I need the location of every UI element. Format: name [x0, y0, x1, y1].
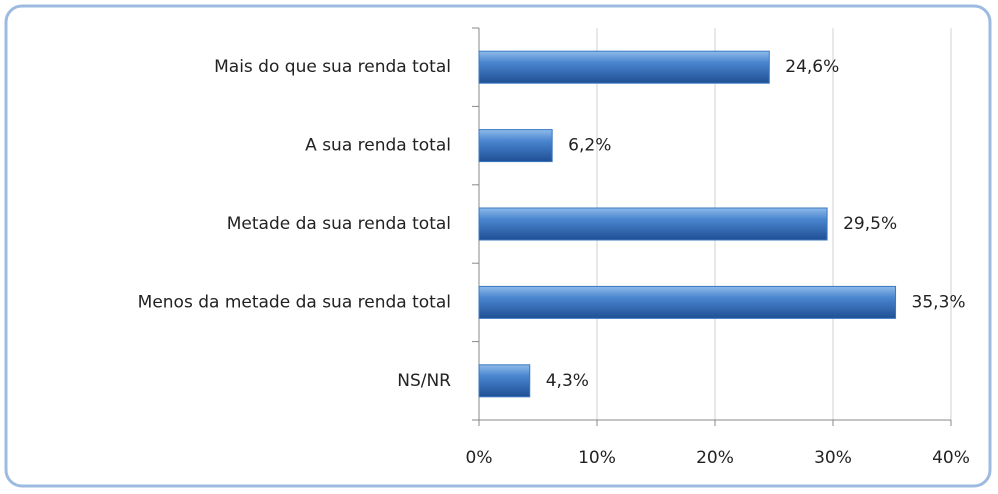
- bar: [478, 285, 897, 319]
- x-tick-label: 20%: [696, 448, 734, 468]
- y-tick-label: A sua renda total: [305, 136, 451, 156]
- frame: [4, 4, 992, 488]
- x-tick-label: 40%: [932, 448, 970, 468]
- value-label: 4,3%: [546, 371, 589, 391]
- value-label: 29,5%: [843, 214, 897, 234]
- y-tick-label: Menos da metade da sua renda total: [138, 292, 451, 312]
- value-label: 6,2%: [568, 136, 611, 156]
- y-tick-label: NS/NR: [397, 371, 451, 391]
- y-tick-label: Mais do que sua renda total: [214, 57, 451, 77]
- x-tick-label: 0%: [466, 448, 493, 468]
- value-label: 24,6%: [785, 57, 839, 77]
- bar: [478, 364, 531, 398]
- bar: [478, 129, 553, 163]
- x-tick-label: 30%: [814, 448, 852, 468]
- bar: [478, 50, 770, 84]
- bar: [478, 207, 828, 241]
- x-tick-label: 10%: [578, 448, 616, 468]
- value-label: 35,3%: [912, 292, 966, 312]
- y-tick-label: Metade da sua renda total: [227, 214, 451, 234]
